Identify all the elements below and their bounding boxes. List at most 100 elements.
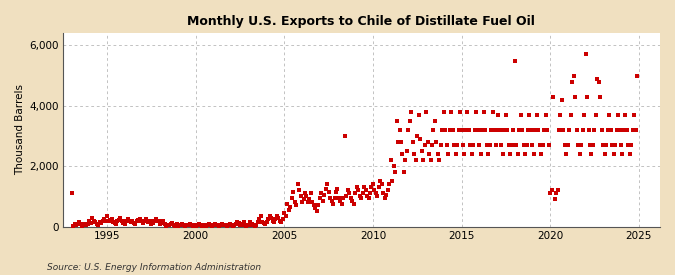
Point xyxy=(573,143,584,147)
Point xyxy=(344,191,355,196)
Point xyxy=(582,95,593,99)
Point xyxy=(189,223,200,228)
Point xyxy=(360,188,371,192)
Point xyxy=(193,222,204,226)
Point xyxy=(630,128,641,132)
Point xyxy=(242,223,253,228)
Point xyxy=(546,188,557,192)
Point xyxy=(88,218,99,223)
Point xyxy=(622,128,632,132)
Point xyxy=(583,128,594,132)
Point xyxy=(364,191,375,196)
Point xyxy=(300,191,310,196)
Point xyxy=(353,188,364,192)
Point xyxy=(202,222,213,227)
Point xyxy=(366,185,377,189)
Point xyxy=(493,113,504,117)
Point xyxy=(267,218,278,223)
Point xyxy=(261,220,272,224)
Point xyxy=(111,221,122,226)
Point xyxy=(450,152,461,156)
Point xyxy=(448,128,458,132)
Point xyxy=(158,219,169,224)
Point xyxy=(246,222,257,226)
Point xyxy=(275,218,286,223)
Point xyxy=(530,128,541,132)
Point xyxy=(552,188,563,192)
Point xyxy=(342,188,353,192)
Point xyxy=(159,222,170,226)
Point xyxy=(263,217,273,221)
Point xyxy=(549,197,560,202)
Point xyxy=(608,152,619,156)
Point xyxy=(331,190,342,194)
Point xyxy=(497,152,508,156)
Point xyxy=(124,218,135,223)
Point xyxy=(540,113,551,117)
Point xyxy=(378,191,389,196)
Point xyxy=(480,128,491,132)
Point xyxy=(459,152,470,156)
Point xyxy=(220,223,231,228)
Point xyxy=(456,128,467,132)
Point xyxy=(244,222,254,227)
Point xyxy=(133,218,144,222)
Point xyxy=(186,222,196,227)
Point xyxy=(555,113,566,117)
Point xyxy=(326,199,337,203)
Point xyxy=(617,152,628,156)
Point xyxy=(629,113,640,117)
Point xyxy=(290,200,300,205)
Point xyxy=(82,222,93,226)
Point xyxy=(99,217,109,221)
Point xyxy=(487,110,498,114)
Point xyxy=(97,218,108,223)
Point xyxy=(93,222,104,227)
Point xyxy=(301,194,312,199)
Point xyxy=(574,152,585,156)
Point xyxy=(593,79,604,84)
Point xyxy=(223,222,234,227)
Point xyxy=(90,220,101,224)
Point xyxy=(471,110,482,114)
Point xyxy=(607,143,618,147)
Point xyxy=(138,219,149,224)
Point xyxy=(537,143,548,147)
Point xyxy=(180,224,191,228)
Point xyxy=(389,170,400,174)
Point xyxy=(394,128,405,132)
Point xyxy=(248,223,259,228)
Point xyxy=(535,143,545,147)
Point xyxy=(468,143,479,147)
Point xyxy=(568,73,579,78)
Point xyxy=(443,152,454,156)
Point xyxy=(605,128,616,132)
Point xyxy=(323,190,334,194)
Point xyxy=(347,199,358,203)
Point xyxy=(198,222,209,227)
Point xyxy=(464,128,475,132)
Point xyxy=(152,218,163,223)
Point xyxy=(184,222,195,226)
Point xyxy=(233,221,244,225)
Point xyxy=(536,152,547,156)
Point xyxy=(428,128,439,132)
Point xyxy=(551,191,562,196)
Point xyxy=(286,196,297,200)
Point xyxy=(224,222,235,226)
Point xyxy=(446,110,456,114)
Point xyxy=(199,223,210,228)
Point xyxy=(249,224,260,228)
Point xyxy=(115,216,126,221)
Point xyxy=(371,191,381,196)
Point xyxy=(474,143,485,147)
Point xyxy=(255,214,266,218)
Point xyxy=(577,128,588,132)
Point xyxy=(404,119,415,123)
Point xyxy=(564,128,574,132)
Point xyxy=(419,143,430,147)
Point xyxy=(256,220,267,224)
Point xyxy=(307,200,318,205)
Point xyxy=(511,143,522,147)
Point xyxy=(567,79,578,84)
